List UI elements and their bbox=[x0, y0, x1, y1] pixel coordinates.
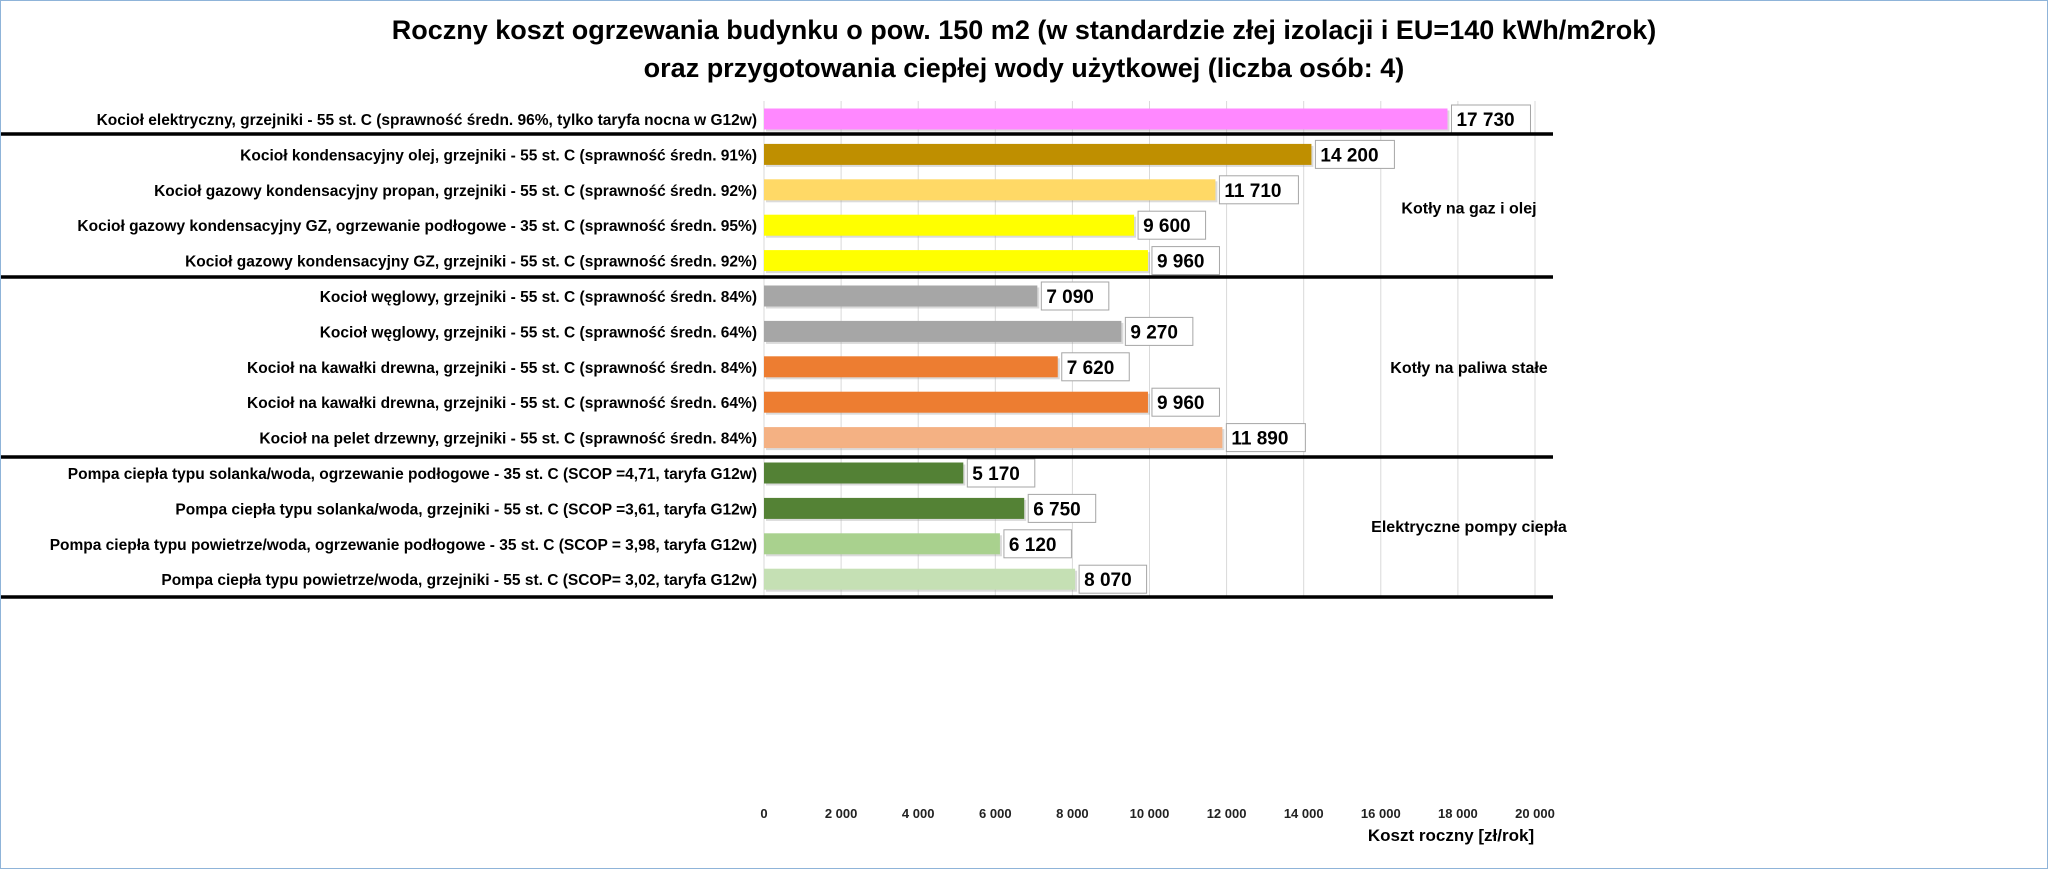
bar bbox=[764, 179, 1216, 201]
category-label: Kocioł gazowy kondensacyjny GZ, ogrzewan… bbox=[77, 218, 757, 235]
data-label-box bbox=[1314, 139, 1395, 169]
bar bbox=[764, 497, 1025, 519]
bar bbox=[764, 427, 1223, 449]
category-label: Pompa ciepła typu solanka/woda, ogrzewan… bbox=[68, 466, 757, 483]
x-tick-label: 18 000 bbox=[1438, 806, 1478, 821]
x-tick-label: 0 bbox=[760, 806, 767, 821]
data-label: 8 070 bbox=[1084, 570, 1132, 591]
bar bbox=[764, 356, 1058, 378]
data-label-box bbox=[1027, 493, 1097, 523]
bar bbox=[764, 108, 1448, 130]
category-label: Kocioł na pelet drzewny, grzejniki - 55 … bbox=[259, 431, 757, 448]
group-label: Kotły na gaz i olej bbox=[1401, 201, 1536, 218]
x-tick-label: 14 000 bbox=[1284, 806, 1324, 821]
data-label-box bbox=[966, 458, 1036, 488]
category-label: Pompa ciepła typu powietrze/woda, ogrzew… bbox=[50, 537, 757, 554]
data-label-box bbox=[1218, 175, 1299, 205]
data-label-box bbox=[1137, 210, 1207, 240]
data-label: 11 890 bbox=[1231, 429, 1288, 450]
bar bbox=[764, 320, 1122, 342]
bar bbox=[764, 462, 964, 484]
chart-title-line-1: Roczny koszt ogrzewania budynku o pow. 1… bbox=[391, 15, 1657, 45]
data-label: 9 600 bbox=[1143, 216, 1191, 237]
bar bbox=[764, 285, 1038, 307]
bar bbox=[764, 533, 1000, 555]
x-tick-label: 16 000 bbox=[1361, 806, 1401, 821]
category-label: Kocioł węglowy, grzejniki - 55 st. C (sp… bbox=[320, 289, 757, 306]
data-label-box bbox=[1124, 316, 1194, 346]
x-tick-label: 20 000 bbox=[1515, 806, 1555, 821]
x-axis-title: Koszt roczny [zł/rok] bbox=[1368, 826, 1534, 845]
data-label-box bbox=[1003, 529, 1072, 559]
data-label: 7 090 bbox=[1046, 287, 1094, 308]
data-label-box bbox=[1151, 387, 1220, 417]
data-label-box bbox=[1151, 246, 1220, 276]
category-label: Kocioł elektryczny, grzejniki - 55 st. C… bbox=[97, 112, 757, 129]
category-label: Kocioł węglowy, grzejniki - 55 st. C (sp… bbox=[320, 324, 757, 341]
group-label: Elektryczne pompy ciepła bbox=[1371, 519, 1567, 536]
data-label-box bbox=[1225, 423, 1306, 453]
category-label: Pompa ciepła typu solanka/woda, grzejnik… bbox=[175, 501, 757, 518]
data-label: 6 750 bbox=[1033, 499, 1081, 520]
x-tick-label: 2 000 bbox=[825, 806, 858, 821]
category-label: Kocioł na kawałki drewna, grzejniki - 55… bbox=[247, 395, 757, 412]
x-tick-label: 4 000 bbox=[902, 806, 935, 821]
data-label: 5 170 bbox=[972, 464, 1020, 485]
data-label: 14 200 bbox=[1320, 145, 1378, 166]
data-label: 6 120 bbox=[1009, 535, 1057, 556]
data-label: 17 730 bbox=[1456, 110, 1514, 131]
chart-title-line-2: oraz przygotowania ciepłej wody użytkowe… bbox=[643, 53, 1405, 83]
bar bbox=[764, 250, 1148, 272]
x-tick-label: 8 000 bbox=[1056, 806, 1089, 821]
data-label-box bbox=[1078, 564, 1148, 594]
x-tick-label: 6 000 bbox=[979, 806, 1012, 821]
group-label: Kotły na paliwa stałe bbox=[1390, 360, 1547, 377]
bar bbox=[764, 391, 1148, 413]
x-tick-label: 12 000 bbox=[1207, 806, 1247, 821]
bar bbox=[764, 143, 1312, 165]
category-label: Kocioł gazowy kondensacyjny propan, grze… bbox=[154, 183, 757, 200]
x-tick-label: 10 000 bbox=[1130, 806, 1170, 821]
category-label: Kocioł na kawałki drewna, grzejniki - 55… bbox=[247, 360, 757, 377]
data-label-box bbox=[1061, 352, 1130, 382]
bar bbox=[764, 568, 1076, 590]
category-label: Pompa ciepła typu powietrze/woda, grzejn… bbox=[161, 572, 757, 589]
category-label: Kocioł kondensacyjny olej, grzejniki - 5… bbox=[240, 147, 757, 164]
data-label: 9 270 bbox=[1130, 322, 1178, 343]
bar bbox=[764, 214, 1135, 236]
data-label: 11 710 bbox=[1224, 181, 1281, 202]
data-label: 7 620 bbox=[1067, 358, 1115, 379]
category-label: Kocioł gazowy kondensacyjny GZ, grzejnik… bbox=[185, 254, 757, 271]
data-label: 9 960 bbox=[1157, 252, 1205, 273]
data-label-box bbox=[1040, 281, 1110, 311]
data-label: 9 960 bbox=[1157, 393, 1205, 414]
